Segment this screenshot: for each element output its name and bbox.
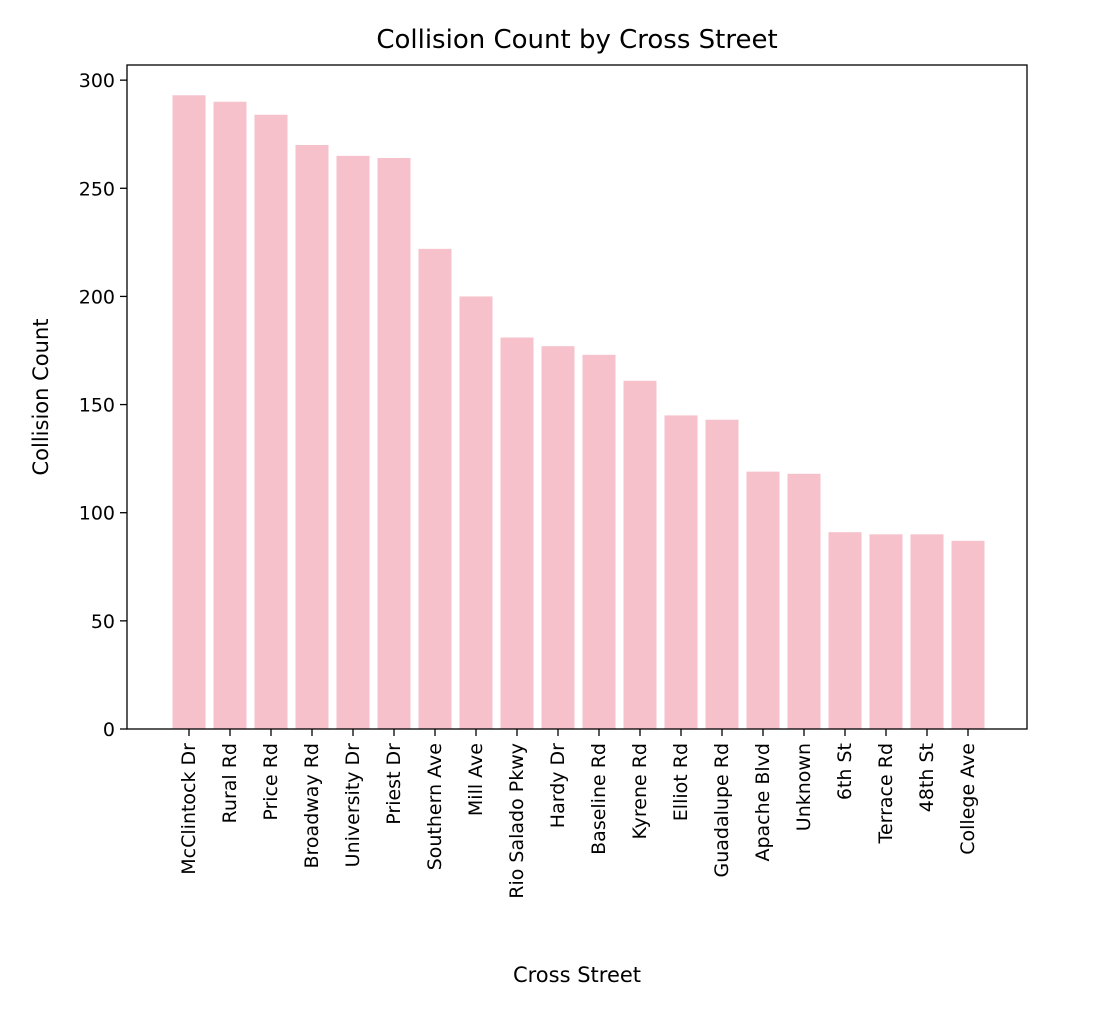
x-tick-label: Baseline Rd — [588, 743, 610, 855]
x-tick-label: Guadalupe Rd — [711, 743, 733, 877]
bar — [869, 534, 903, 729]
x-tick-label: Priest Dr — [383, 743, 405, 825]
x-tick-label: Unknown — [793, 743, 815, 831]
bar — [951, 540, 985, 729]
y-tick-label: 50 — [91, 611, 115, 633]
bar — [500, 337, 534, 729]
x-tick-label: 48th St — [916, 743, 938, 812]
y-tick-label: 0 — [103, 719, 115, 741]
bar — [910, 534, 944, 729]
y-axis-label: Collision Count — [29, 319, 53, 476]
x-tick-label: 6th St — [834, 743, 856, 800]
x-tick-label: Terrace Rd — [875, 743, 897, 844]
y-tick-label: 200 — [79, 286, 115, 308]
bar — [541, 346, 575, 729]
bars-group — [172, 95, 985, 730]
x-tick-label: Rio Salado Pkwy — [506, 743, 528, 899]
x-tick-label: McClintock Dr — [178, 743, 200, 875]
bar — [336, 155, 370, 729]
x-tick-label: University Dr — [342, 743, 364, 868]
bar — [213, 101, 247, 729]
x-tick-label: Rural Rd — [219, 743, 241, 823]
y-tick-label: 250 — [79, 178, 115, 200]
x-axis-label: Cross Street — [513, 963, 641, 987]
x-tick-label: Kyrene Rd — [629, 743, 651, 839]
y-axis: 0 50 100 150 200 250 300 — [79, 70, 127, 741]
x-tick-label: Apache Blvd — [752, 743, 774, 862]
y-tick-label: 300 — [79, 70, 115, 92]
y-tick-label: 100 — [79, 503, 115, 525]
bar — [828, 532, 862, 729]
bar — [172, 95, 206, 729]
x-tick-label: Elliot Rd — [670, 743, 692, 821]
bar — [746, 471, 780, 729]
x-tick-label: Price Rd — [260, 743, 282, 821]
bar — [418, 248, 452, 730]
bar — [705, 419, 739, 729]
x-tick-label: Mill Ave — [465, 743, 487, 816]
x-tick-label: Broadway Rd — [301, 743, 323, 869]
bar — [295, 145, 329, 729]
chart-title: Collision Count by Cross Street — [376, 25, 777, 55]
bar — [787, 473, 821, 729]
bar — [254, 114, 288, 730]
y-tick-label: 150 — [79, 395, 115, 417]
bar — [459, 296, 493, 729]
plot-frame — [126, 64, 1028, 730]
x-axis: McClintock Dr Rural Rd Price Rd Broadway Rd… — [178, 729, 979, 899]
bar — [664, 415, 698, 729]
bar — [582, 354, 616, 729]
x-tick-label: College Ave — [957, 743, 979, 855]
bar — [623, 380, 657, 729]
bar — [377, 158, 411, 730]
x-tick-label: Hardy Dr — [547, 743, 569, 828]
x-tick-label: Southern Ave — [424, 743, 446, 870]
